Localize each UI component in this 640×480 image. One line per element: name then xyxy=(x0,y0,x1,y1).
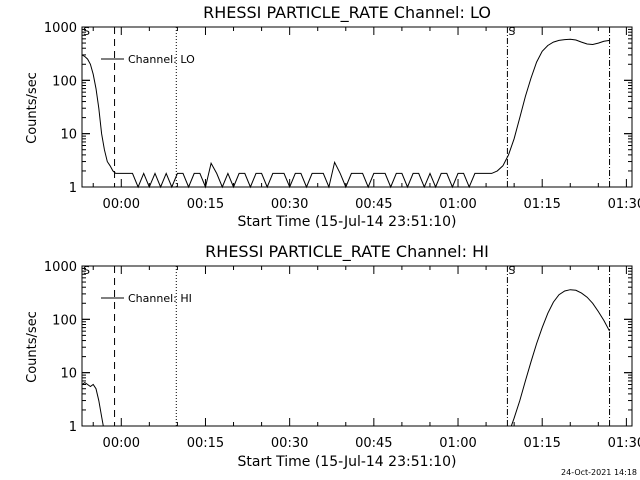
y-axis-label: Counts/sec xyxy=(25,311,40,383)
plot-frame xyxy=(81,26,633,188)
plot-frame xyxy=(81,265,633,427)
y-tick-label: 10 xyxy=(60,128,77,143)
x-tick-label: 01:00 xyxy=(439,436,476,451)
y-axis-label: Counts/sec xyxy=(25,72,40,144)
legend-entry: Channel: LO xyxy=(128,53,195,66)
x-tick-label: 00:15 xyxy=(187,197,224,212)
panel-title: RHESSI PARTICLE_RATE Channel: HI xyxy=(205,242,489,262)
series-line xyxy=(81,289,611,427)
y-tick-label: 100 xyxy=(52,74,77,89)
x-tick-label: 01:15 xyxy=(523,197,560,212)
x-tick-label: 00:15 xyxy=(187,436,224,451)
lo-channel-panel: RHESSI PARTICLE_RATE Channel: LO Start T… xyxy=(25,3,640,230)
y-tick-label: 1 xyxy=(69,181,77,196)
y-tick-label: 1000 xyxy=(44,260,77,275)
marker-label: S xyxy=(508,264,515,277)
panel-title: RHESSI PARTICLE_RATE Channel: LO xyxy=(203,3,491,23)
x-tick-label: 00:30 xyxy=(271,197,308,212)
x-tick-label: 01:30 xyxy=(608,197,640,212)
x-tick-label: 00:45 xyxy=(355,197,392,212)
series-line xyxy=(81,38,610,189)
x-axis-label: Start Time (15-Jul-14 23:51:10) xyxy=(237,214,456,230)
hi-channel-panel: RHESSI PARTICLE_RATE Channel: HI Start T… xyxy=(25,242,640,470)
x-tick-label: 00:00 xyxy=(103,197,140,212)
corner-label: S xyxy=(83,25,90,38)
legend-entry: Channel: HI xyxy=(128,292,192,305)
x-axis-label: Start Time (15-Jul-14 23:51:10) xyxy=(237,454,456,470)
y-tick-label: 100 xyxy=(52,313,77,328)
x-tick-label: 01:15 xyxy=(523,436,560,451)
x-tick-label: 00:00 xyxy=(103,436,140,451)
marker-label: S xyxy=(508,25,515,38)
x-tick-label: 01:00 xyxy=(439,197,476,212)
x-tick-label: 00:45 xyxy=(355,436,392,451)
y-tick-label: 10 xyxy=(60,367,77,382)
y-tick-label: 1 xyxy=(69,420,77,435)
x-tick-label: 01:30 xyxy=(608,436,640,451)
y-tick-label: 1000 xyxy=(44,21,77,36)
x-tick-label: 00:30 xyxy=(271,436,308,451)
footer-timestamp: 24-Oct-2021 14:18 xyxy=(561,468,637,477)
corner-label: S xyxy=(83,264,90,277)
